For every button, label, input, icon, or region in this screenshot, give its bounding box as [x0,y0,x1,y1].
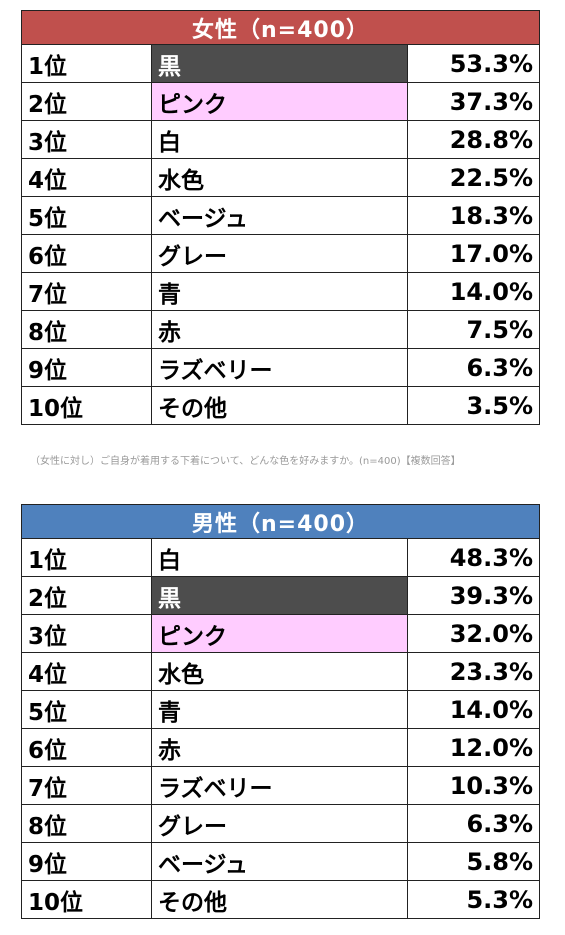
rank-cell: 3位 [21,614,152,653]
table-row: 4位 水色 22.5% [21,158,540,197]
color-name-cell: ベージュ [151,842,408,881]
percentage-cell: 14.0% [407,272,540,311]
table-row: 5位 ベージュ 18.3% [21,196,540,235]
color-name-cell: 赤 [151,310,408,349]
table-row: 10位 その他 3.5% [21,386,540,425]
percentage-cell: 22.5% [407,158,540,197]
color-name-cell: ベージュ [151,196,408,235]
table-row: 6位 グレー 17.0% [21,234,540,273]
percentage-cell: 14.0% [407,690,540,729]
table-row: 10位 その他 5.3% [21,880,540,919]
color-name-cell: 赤 [151,728,408,767]
table-row: 3位 ピンク 32.0% [21,614,540,653]
rank-cell: 3位 [21,120,152,159]
table-row: 4位 水色 23.3% [21,652,540,691]
rank-cell: 6位 [21,728,152,767]
rank-cell: 2位 [21,576,152,615]
color-name-cell: グレー [151,234,408,273]
percentage-cell: 5.3% [407,880,540,919]
percentage-cell: 48.3% [407,538,540,577]
percentage-cell: 23.3% [407,652,540,691]
rank-cell: 2位 [21,82,152,121]
male-rows: 1位白 48.3% 2位黒 39.3% 3位 ピンク 32.0% 4位 水色 23.3% 5位青 14… [21,538,540,919]
table-row: 1位白 48.3% [21,538,540,577]
female-header-row: 女性（n=400） [21,10,540,45]
color-name-cell: 水色 [151,158,408,197]
survey-question-note: （女性に対し）ご自身が着用する下着について、どんな色を好みますか。(n=400)… [30,456,461,467]
table-row: 9位 ラズベリー 6.3% [21,348,540,387]
color-name-cell: その他 [151,880,408,919]
rank-cell: 1位 [21,44,152,83]
female-rows: 1位黒 53.3% 2位 ピンク 37.3% 3位白 28.8% 4位 水色 22.5% 5位 ベージ… [21,44,540,425]
rank-cell: 5位 [21,196,152,235]
percentage-cell: 28.8% [407,120,540,159]
rank-cell: 5位 [21,690,152,729]
table-row: 8位 グレー 6.3% [21,804,540,843]
color-name-cell: 青 [151,690,408,729]
percentage-cell: 53.3% [407,44,540,83]
rank-cell: 8位 [21,310,152,349]
color-name-cell: ピンク [151,82,408,121]
table-row: 3位白 28.8% [21,120,540,159]
percentage-cell: 12.0% [407,728,540,767]
male-table-header: 男性（n=400） [21,504,540,539]
table-row: 6位赤 12.0% [21,728,540,767]
color-name-cell: 白 [151,538,408,577]
percentage-cell: 17.0% [407,234,540,273]
table-row: 5位青 14.0% [21,690,540,729]
table-row: 7位青 14.0% [21,272,540,311]
color-name-cell: 黒 [151,44,408,83]
rank-cell: 1位 [21,538,152,577]
rank-cell: 6位 [21,234,152,273]
table-row: 9位 ベージュ 5.8% [21,842,540,881]
rank-cell: 7位 [21,766,152,805]
percentage-cell: 39.3% [407,576,540,615]
color-name-cell: その他 [151,386,408,425]
color-name-cell: グレー [151,804,408,843]
rank-cell: 4位 [21,652,152,691]
color-name-cell: ラズベリー [151,766,408,805]
percentage-cell: 37.3% [407,82,540,121]
table-row: 2位 ピンク 37.3% [21,82,540,121]
color-name-cell: ピンク [151,614,408,653]
percentage-cell: 5.8% [407,842,540,881]
male-header-row: 男性（n=400） [21,504,540,539]
percentage-cell: 3.5% [407,386,540,425]
percentage-cell: 6.3% [407,348,540,387]
rank-cell: 10位 [21,386,152,425]
color-name-cell: 青 [151,272,408,311]
male-ranking-table: 男性（n=400） 1位白 48.3% 2位黒 39.3% 3位 ピンク 32.0% 4位 水色… [21,504,540,919]
table-row: 8位赤 7.5% [21,310,540,349]
female-ranking-table: 女性（n=400） 1位黒 53.3% 2位 ピンク 37.3% 3位白 28.8% 4位 水色… [21,10,540,425]
color-name-cell: ラズベリー [151,348,408,387]
percentage-cell: 18.3% [407,196,540,235]
percentage-cell: 6.3% [407,804,540,843]
color-name-cell: 黒 [151,576,408,615]
table-row: 7位 ラズベリー 10.3% [21,766,540,805]
rank-cell: 8位 [21,804,152,843]
color-name-cell: 白 [151,120,408,159]
rank-cell: 9位 [21,842,152,881]
rank-cell: 7位 [21,272,152,311]
table-row: 2位黒 39.3% [21,576,540,615]
rank-cell: 10位 [21,880,152,919]
female-table-header: 女性（n=400） [21,10,540,45]
color-name-cell: 水色 [151,652,408,691]
rank-cell: 9位 [21,348,152,387]
rank-cell: 4位 [21,158,152,197]
percentage-cell: 7.5% [407,310,540,349]
percentage-cell: 32.0% [407,614,540,653]
percentage-cell: 10.3% [407,766,540,805]
table-row: 1位黒 53.3% [21,44,540,83]
